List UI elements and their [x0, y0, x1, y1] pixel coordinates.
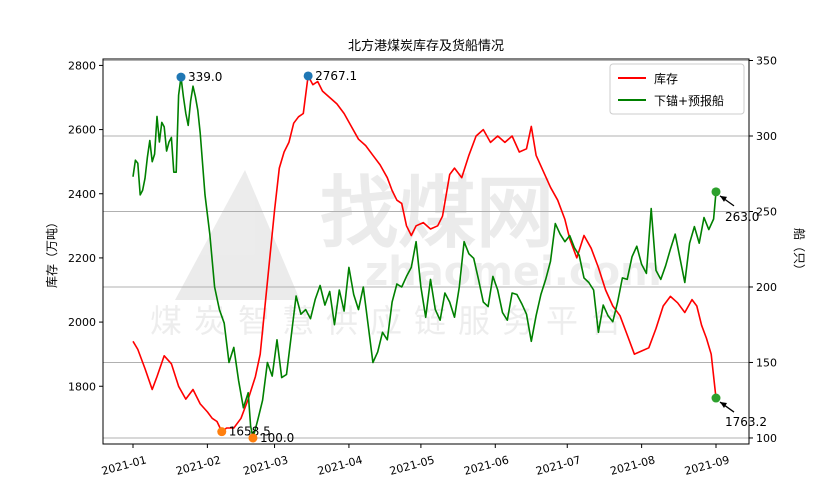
watermark-logo-icon [175, 170, 300, 300]
x-tick-label: 2021-08 [609, 453, 657, 477]
x-tick-label: 2021-02 [175, 453, 223, 477]
y-left-tick-label: 2400 [68, 188, 96, 201]
x-tick-label: 2021-03 [242, 453, 290, 477]
y-left-tick-label: 2200 [68, 252, 96, 265]
y-axis-left-label: 库存（万吨） [44, 216, 59, 288]
x-tick-label: 2021-04 [316, 453, 364, 477]
annotation-label: 100.0 [260, 431, 294, 445]
annotation-marker [217, 427, 227, 437]
y-left-tick-label: 2000 [68, 316, 96, 329]
grid [103, 60, 749, 439]
annotation-marker [248, 433, 258, 443]
x-tick-label: 2021-06 [462, 453, 510, 477]
series-layer [132, 75, 717, 439]
watermark: 找煤网 zhaomei.com 煤炭智慧供应链服务平台 [150, 169, 662, 340]
y-left-tick-label: 2800 [68, 59, 96, 72]
plot-frame [102, 58, 750, 445]
annotation-label: 1658.5 [229, 425, 271, 439]
chart-title: 北方港煤炭库存及货船情况 [348, 38, 504, 54]
annotation-label: 263.0 [725, 210, 759, 224]
y-right-tick-label: 100 [756, 432, 777, 445]
annotation-label: 339.0 [188, 70, 222, 84]
annotation-arrow-head [720, 195, 727, 202]
y-right-tick-label: 300 [756, 130, 777, 143]
y-axis-right-label: 船（只） [792, 228, 806, 276]
x-tick-label: 2021-05 [388, 453, 436, 477]
x-tick-label: 2021-01 [100, 453, 148, 477]
legend-box [609, 63, 745, 115]
y-right-tick-label: 350 [756, 55, 777, 68]
legend-label-stock: 库存 [654, 71, 678, 86]
annotation-marker [303, 71, 313, 81]
x-tick-label: 2021-09 [683, 453, 731, 477]
y-left-tick-label: 1800 [68, 380, 96, 393]
watermark-slogan: 煤炭智慧供应链服务平台 [150, 302, 634, 340]
series-line-ships [132, 76, 717, 439]
y-right-tick-label: 150 [756, 356, 777, 369]
annotation-arrow-head [720, 402, 727, 409]
legend-label-ships: 下锚+预报船 [654, 93, 724, 108]
y-right-tick-label: 200 [756, 281, 777, 294]
series-line-stock [132, 75, 717, 433]
annotation-marker [711, 187, 721, 197]
annotation-marker [711, 393, 721, 403]
watermark-brand: 找煤网 [320, 169, 554, 259]
x-tick-label: 2021-07 [534, 453, 582, 477]
legend: 库存 下锚+预报船 [609, 63, 745, 115]
annotation-label: 2767.1 [315, 69, 357, 83]
y-right-tick-label: 250 [756, 205, 777, 218]
y-left-tick-label: 2600 [68, 124, 96, 137]
annotation-label: 1763.2 [725, 415, 767, 429]
annotation-marker [176, 72, 186, 82]
